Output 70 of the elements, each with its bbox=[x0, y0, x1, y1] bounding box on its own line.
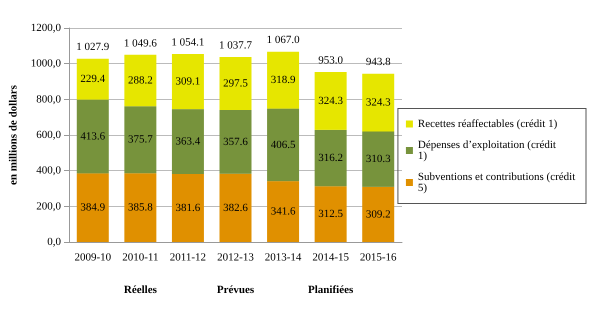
x-tick-label: 2010-11 bbox=[122, 252, 158, 264]
total-label: 1 027.9 bbox=[76, 41, 110, 54]
bar bbox=[267, 108, 300, 182]
data-label: 406.5 bbox=[270, 138, 296, 151]
y-tick-label: 600,0 bbox=[36, 129, 62, 141]
data-label: 310.3 bbox=[366, 153, 392, 166]
data-label: 384.9 bbox=[80, 202, 106, 214]
data-label: 363.4 bbox=[176, 136, 201, 148]
total-label: 1 067.0 bbox=[266, 34, 300, 46]
bar bbox=[314, 72, 347, 130]
data-label: 318.9 bbox=[270, 74, 296, 86]
data-label: 316.2 bbox=[318, 152, 344, 164]
y-tick-label: 1200,0 bbox=[30, 22, 62, 34]
x-tick-label: 2011-12 bbox=[170, 252, 206, 264]
bar bbox=[314, 130, 347, 186]
data-label: 297.5 bbox=[223, 77, 248, 90]
bar bbox=[362, 186, 394, 242]
bar bbox=[172, 54, 204, 110]
bar bbox=[172, 109, 204, 174]
y-tick-label: 0,0 bbox=[47, 236, 62, 248]
y-tick-label: 800,0 bbox=[36, 93, 62, 106]
x-tick-label: 2013-14 bbox=[264, 252, 302, 264]
y-tick-label: 400,0 bbox=[36, 164, 62, 177]
text: Planifiées bbox=[308, 284, 354, 296]
data-label: 357.6 bbox=[223, 136, 248, 148]
y-tick-label: 200,0 bbox=[36, 200, 62, 212]
data-label: 324.3 bbox=[366, 96, 392, 109]
text: Prévues bbox=[216, 284, 255, 296]
total-label: 1 049.6 bbox=[124, 37, 158, 50]
data-label: 324.3 bbox=[318, 94, 344, 107]
bar bbox=[314, 186, 347, 242]
bar bbox=[76, 100, 109, 174]
legend-label: Subventions et contributions (crédit 5) bbox=[418, 171, 578, 194]
bar bbox=[220, 56, 252, 110]
y-tick-label: 1000,0 bbox=[30, 58, 62, 70]
total-label: 943.8 bbox=[366, 56, 392, 68]
x-tick-label: 2014-15 bbox=[312, 252, 350, 264]
bar bbox=[76, 58, 109, 100]
data-label: 382.6 bbox=[223, 202, 248, 214]
data-label: 413.6 bbox=[80, 130, 106, 142]
data-label: 385.8 bbox=[128, 202, 154, 214]
legend-label: Dépenses d’exploitation (crédit 1) bbox=[418, 139, 559, 162]
bar bbox=[362, 132, 394, 187]
y-axis-title: en millions de dollars bbox=[8, 84, 20, 185]
data-label: 341.6 bbox=[270, 206, 296, 218]
x-tick-label: 2009-10 bbox=[74, 252, 112, 264]
total-label: 1 054.1 bbox=[171, 36, 204, 49]
data-label: 288.2 bbox=[128, 74, 153, 86]
x-tick-label: 2015-16 bbox=[360, 252, 398, 264]
bar bbox=[124, 106, 156, 174]
data-label: 309.2 bbox=[366, 208, 391, 220]
bar bbox=[172, 174, 204, 242]
bar bbox=[267, 181, 300, 242]
x-tick-label: 2012-13 bbox=[217, 252, 254, 264]
bar bbox=[267, 52, 300, 109]
data-label: 375.7 bbox=[128, 134, 154, 146]
bar bbox=[220, 110, 252, 174]
bar bbox=[220, 174, 252, 242]
data-label: 229.4 bbox=[80, 73, 106, 86]
bar bbox=[124, 173, 156, 242]
data-label: 309.1 bbox=[176, 76, 200, 88]
bar bbox=[76, 173, 109, 242]
data-label: 381.6 bbox=[176, 202, 201, 214]
text: Réelles bbox=[124, 284, 158, 296]
bar bbox=[362, 74, 394, 132]
total-label: 953.0 bbox=[318, 54, 344, 67]
total-label: 1 037.7 bbox=[219, 39, 252, 52]
data-label: 312.5 bbox=[318, 208, 344, 220]
legend-label: Recettes réaffectables (crédit 1) bbox=[418, 118, 558, 130]
bar bbox=[124, 54, 156, 106]
